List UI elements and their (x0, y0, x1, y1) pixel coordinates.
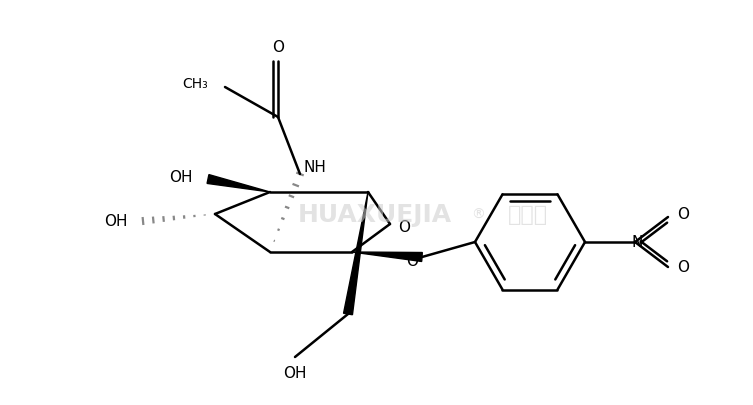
Text: CH₃: CH₃ (182, 77, 208, 91)
Text: HUAXUEJIA: HUAXUEJIA (298, 202, 452, 226)
Text: NH: NH (304, 160, 327, 175)
Text: O: O (677, 260, 689, 275)
Text: ®: ® (471, 207, 485, 222)
Text: O: O (677, 207, 689, 222)
Text: OH: OH (105, 214, 128, 229)
Polygon shape (207, 175, 270, 192)
Text: OH: OH (169, 170, 193, 185)
Polygon shape (343, 192, 368, 315)
Polygon shape (352, 252, 422, 262)
Text: N: N (631, 235, 643, 250)
Text: O: O (406, 253, 418, 268)
Text: OH: OH (283, 366, 306, 381)
Text: O: O (398, 220, 410, 235)
Text: 化学加: 化学加 (508, 205, 548, 224)
Text: O: O (272, 40, 284, 55)
